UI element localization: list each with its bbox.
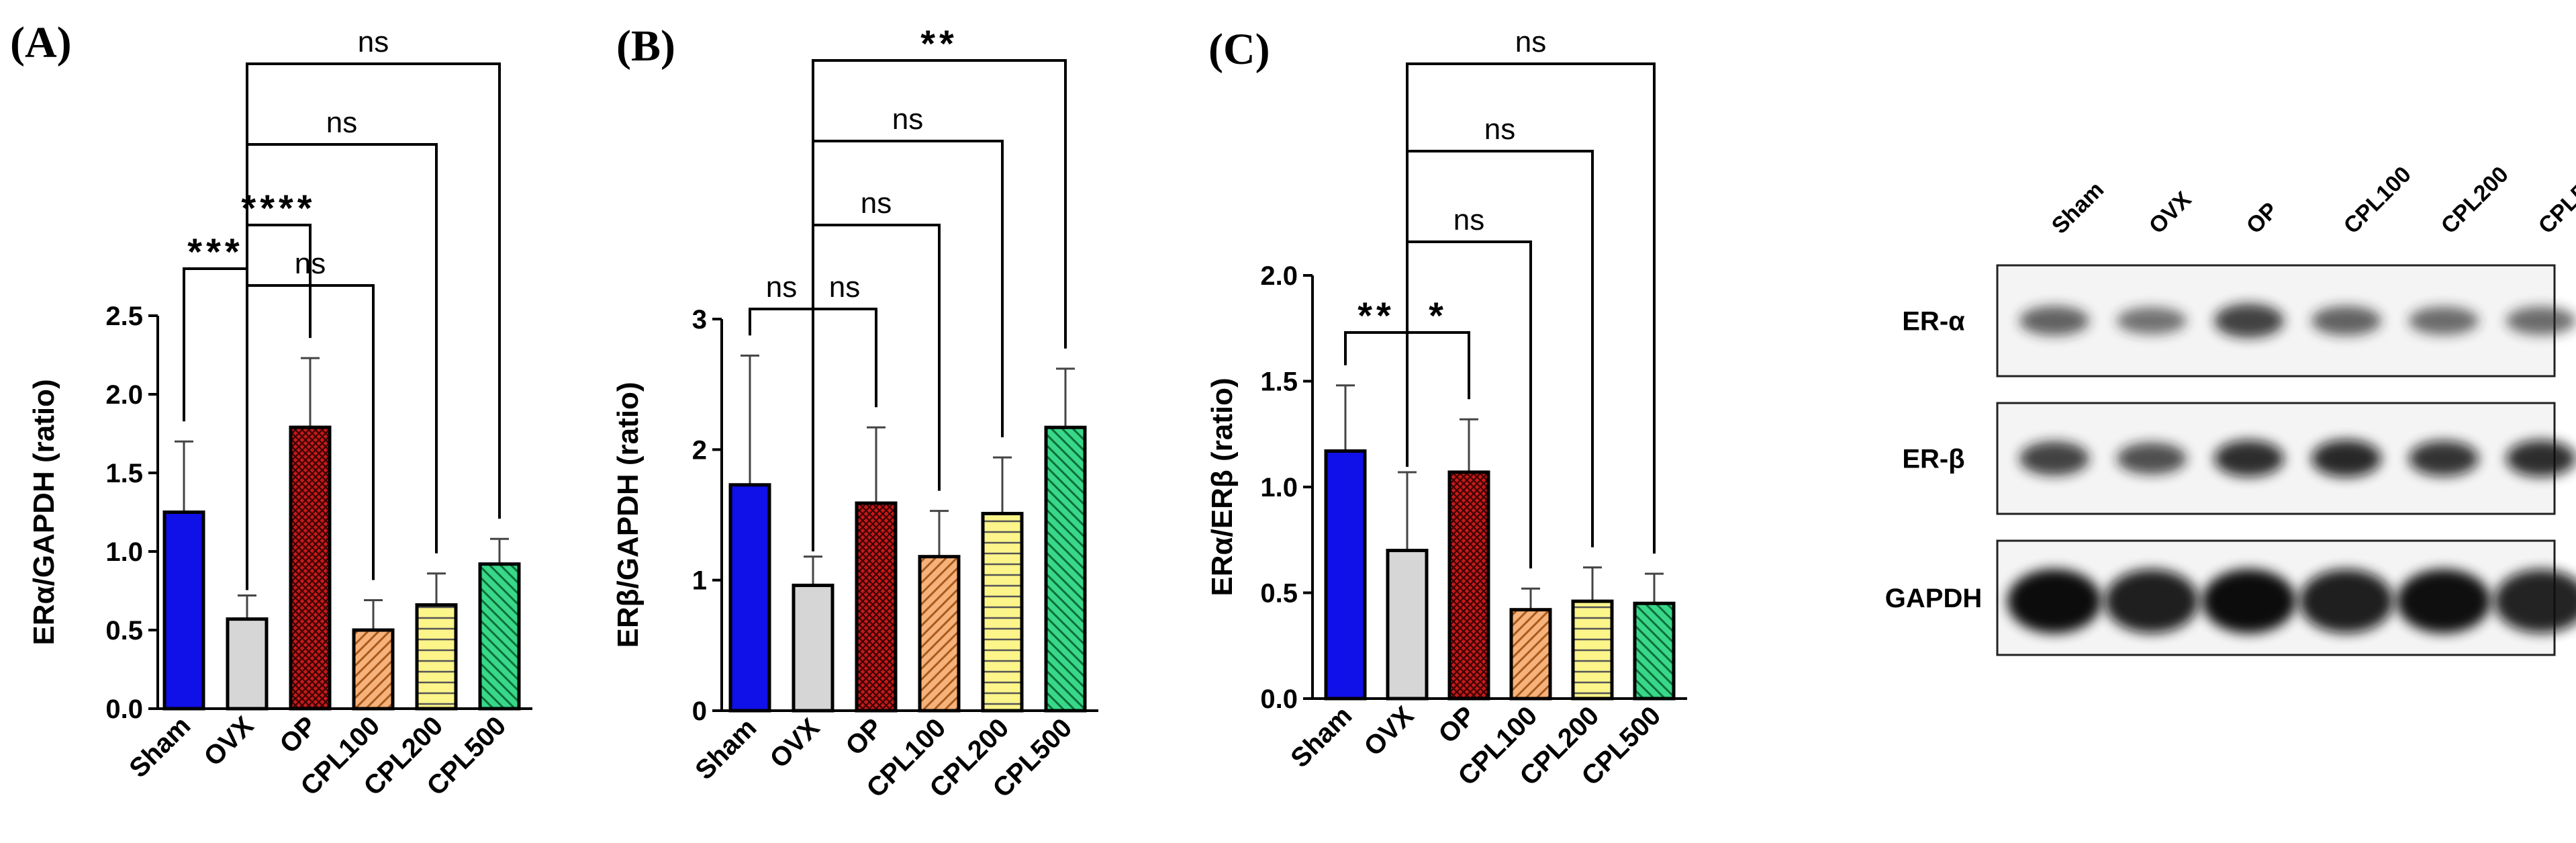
significance-label: ns [1515, 26, 1546, 58]
western-blot-panel: Sham OVX OP CPL100 CPL200 CPL500 ER-α ER-β GAPDH [1885, 162, 2576, 656]
lane-label: OVX [2144, 187, 2197, 239]
bar-ovx [792, 583, 834, 713]
blot-row-label: GAPDH [1885, 584, 1982, 613]
y-tick-label: 2.0 [105, 380, 143, 410]
significance-label: *** [187, 230, 243, 273]
bar-cpl200 [1571, 599, 1614, 701]
category-label: OVX [765, 713, 826, 774]
significance-label: ns [295, 247, 326, 280]
blot-band [2202, 569, 2296, 633]
significance-bracket [812, 59, 1067, 551]
bar-op [1447, 470, 1490, 701]
blot-band [2214, 440, 2284, 477]
bar-cpl500 [1633, 601, 1676, 701]
blot-band [2397, 569, 2491, 633]
blot-band [2019, 441, 2089, 476]
y-tick-label: 1.0 [1260, 473, 1298, 502]
category-label: OP [1433, 701, 1481, 749]
bar-sham [162, 511, 205, 711]
lane-label: CPL500 [2534, 162, 2576, 239]
y-tick-label: 0 [692, 697, 707, 726]
significance-label: ns [1484, 113, 1515, 146]
significance-label: **** [241, 187, 316, 229]
significance-bracket [1406, 331, 1470, 467]
bar-ovx [1386, 549, 1429, 701]
y-axis-title: ERα/ERβ (ratio) [1206, 378, 1239, 596]
y-tick-label: 1.5 [1260, 367, 1298, 397]
significance-label: ns [829, 271, 860, 304]
panel-label: (B) [616, 21, 675, 71]
y-tick-label: 2 [692, 435, 707, 465]
blot-band [2214, 304, 2284, 338]
blot-band [2117, 307, 2187, 335]
significance-bracket [812, 140, 1004, 551]
y-tick-label: 2.0 [1260, 261, 1298, 291]
blot-band [2409, 306, 2479, 335]
significance-label: ** [1357, 294, 1395, 337]
y-tick-label: 1.0 [105, 537, 143, 567]
blot-row-label: ER-β [1902, 445, 1964, 474]
y-tick-label: 0.5 [105, 616, 143, 646]
y-axis-title: ERβ/GAPDH (ratio) [612, 382, 645, 648]
significance-label: ns [326, 106, 357, 139]
y-tick-label: 0.5 [1260, 579, 1298, 609]
bar-op [855, 501, 898, 713]
blot-band [2494, 569, 2576, 633]
panel-label: (A) [10, 18, 72, 67]
y-tick-label: 3 [692, 305, 707, 335]
blot-band [2409, 441, 2479, 476]
category-label: OP [840, 713, 888, 761]
bar-cpl200 [415, 603, 458, 711]
blot-band [2506, 306, 2576, 335]
significance-bracket [1344, 331, 1409, 452]
bar-cpl200 [981, 512, 1024, 713]
bar-sham [1324, 449, 1367, 701]
significance-label: ns [766, 271, 797, 304]
bar-cpl100 [352, 628, 395, 711]
blot-band [2019, 306, 2089, 336]
lane-label: Sham [2047, 177, 2109, 238]
significance-bracket [1406, 150, 1594, 547]
bar-sham [728, 483, 771, 713]
blot-row-label: ER-α [1902, 307, 1965, 337]
bar-ovx [226, 617, 269, 711]
category-label: OVX [1359, 701, 1420, 762]
bar-op [289, 425, 332, 711]
significance-label: ns [861, 187, 892, 220]
lane-label: CPL100 [2339, 162, 2416, 239]
bar-cpl500 [1044, 425, 1087, 713]
y-axis-title: ERα/GAPDH (ratio) [28, 379, 60, 645]
blot-band [2311, 439, 2381, 478]
y-tick-label: 1 [692, 566, 707, 596]
y-tick-label: 2.5 [105, 302, 143, 331]
y-tick-label: 0.0 [1260, 684, 1298, 714]
y-tick-label: 0.0 [105, 695, 143, 724]
significance-label: * [1429, 294, 1447, 337]
blot-band [2007, 569, 2101, 633]
lane-label: OP [2242, 197, 2283, 239]
category-label: OP [274, 711, 322, 759]
y-tick-label: 1.5 [105, 459, 143, 488]
significance-label: ns [1453, 204, 1484, 236]
bar-cpl500 [478, 562, 521, 711]
blot-band [2299, 569, 2393, 633]
significance-bracket [1406, 62, 1656, 554]
significance-label: ns [358, 26, 389, 58]
panel-label: (C) [1208, 25, 1270, 74]
blot-band [2506, 440, 2576, 477]
bar-cpl100 [918, 555, 961, 713]
blot-band [2311, 306, 2381, 336]
significance-bracket [246, 62, 501, 590]
lane-label: CPL200 [2436, 162, 2514, 239]
blot-band [2117, 442, 2187, 475]
significance-label: ns [892, 103, 923, 136]
bar-cpl100 [1509, 608, 1552, 701]
category-label: OVX [199, 711, 260, 772]
blot-band [2105, 569, 2199, 633]
significance-label: ** [920, 22, 958, 64]
